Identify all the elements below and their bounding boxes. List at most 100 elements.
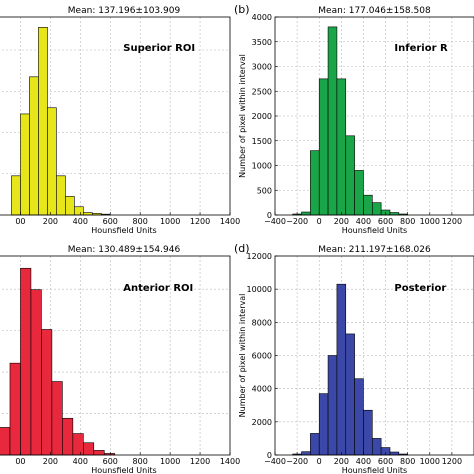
x-axis-label: Hounsfield Units <box>91 226 156 235</box>
x-tick-label: 1400 <box>220 457 240 466</box>
x-tick-label: 1000 <box>420 217 440 226</box>
x-axis-label: Hounsfield Units <box>342 226 407 235</box>
x-tick-label: 800 <box>133 217 148 226</box>
y-tick-label: 4000 <box>252 385 272 394</box>
histogram-bar <box>301 211 311 216</box>
histogram-panel-4: −400 −200 0 200 400 600 800 1000 120002000400060… <box>234 242 474 474</box>
x-tick-label: 400 <box>356 457 371 466</box>
histogram-bar <box>327 26 338 216</box>
y-tick-label: 1000 <box>252 162 272 171</box>
x-tick-label: 200 <box>43 217 58 226</box>
x-tick-label: 00 <box>15 457 25 466</box>
histogram-bar <box>65 196 75 216</box>
x-tick-label: 0 <box>317 217 322 226</box>
x-tick-label: 800 <box>400 457 415 466</box>
roi-annotation: Inferior R <box>394 43 448 54</box>
histogram-bar <box>336 78 347 216</box>
y-tick-label: 8000 <box>252 318 272 327</box>
x-tick-label: −400 <box>264 217 286 226</box>
x-tick-label: 1400 <box>220 217 240 226</box>
histogram-bar <box>56 175 66 216</box>
x-tick-label: 1200 <box>442 457 462 466</box>
x-tick-label: 600 <box>103 217 118 226</box>
histogram-bar <box>363 409 373 456</box>
x-tick-label: 400 <box>356 217 371 226</box>
panel-title: Mean: 137.196±103.909 <box>68 6 181 16</box>
histogram-bar <box>354 170 364 216</box>
y-tick-label: 500 <box>257 186 272 195</box>
histogram-bar <box>51 381 63 456</box>
histogram-bar <box>389 451 400 456</box>
y-tick-label: 10000 <box>247 285 272 294</box>
histogram-bar <box>74 206 84 216</box>
histogram-bar <box>371 202 382 216</box>
histogram-bar <box>93 450 105 456</box>
x-tick-label: 400 <box>73 217 88 226</box>
histogram-bar <box>29 76 39 216</box>
x-tick-label: 0 <box>317 457 322 466</box>
y-tick-label: 3000 <box>252 63 272 72</box>
x-tick-label: 200 <box>43 457 58 466</box>
x-tick-label: −200 <box>286 217 308 226</box>
roi-annotation: Posterior <box>394 283 446 294</box>
histogram-bar <box>327 355 338 456</box>
y-axis-label: Number of pixel within interval <box>238 294 247 418</box>
x-tick-label: 200 <box>334 217 349 226</box>
histogram-bar <box>345 333 355 456</box>
histogram-bar <box>30 289 42 456</box>
histogram-bar <box>41 329 53 456</box>
panel-title: Mean: 130.489±154.946 <box>68 245 181 255</box>
panel-letter: (d) <box>234 242 250 255</box>
histogram-bar <box>363 194 373 216</box>
x-axis-label: Hounsfield Units <box>91 466 156 474</box>
histogram-bar <box>83 442 95 456</box>
histogram-bar <box>318 78 329 216</box>
x-tick-label: 1200 <box>190 217 210 226</box>
histogram-bar <box>354 378 364 456</box>
x-tick-label: 600 <box>378 217 393 226</box>
y-tick-label: 1500 <box>252 137 272 146</box>
y-axis-label: Number of pixel within interval <box>238 54 247 178</box>
histogram-panel-2: −400 −200 0 200 400 600 800 1000 120005001000150… <box>234 3 474 235</box>
x-tick-label: 1200 <box>442 217 462 226</box>
y-tick-label: 0 <box>267 451 272 460</box>
histogram-bar <box>0 427 11 456</box>
histogram-bar <box>371 438 382 456</box>
histogram-bar <box>310 150 320 216</box>
histogram-bar <box>9 362 21 456</box>
histogram-bar <box>310 433 320 456</box>
plot-frame <box>0 255 231 456</box>
roi-annotation: Anterior ROI <box>123 283 193 294</box>
panel-title: Mean: 177.046±158.508 <box>318 6 431 16</box>
panel-title: Mean: 211.197±168.026 <box>318 245 431 255</box>
histogram-bar <box>336 283 347 456</box>
x-tick-label: 600 <box>103 457 118 466</box>
y-tick-label: 2500 <box>252 87 272 96</box>
x-tick-label: 600 <box>378 457 393 466</box>
histogram-bar <box>11 175 21 216</box>
x-axis-label: Hounsfield Units <box>342 466 407 474</box>
histogram-panel-3: 00 200 400 600 800 1000 1200 1400 Mean: 130.489±… <box>0 245 240 474</box>
histogram-bar <box>62 417 74 456</box>
x-tick-label: 200 <box>334 457 349 466</box>
x-tick-label: −400 <box>264 457 286 466</box>
x-tick-label: 00 <box>15 217 25 226</box>
histogram-bar <box>301 451 311 456</box>
histogram-bar <box>38 27 48 216</box>
y-tick-label: 0 <box>267 211 272 220</box>
histogram-bar <box>20 267 32 456</box>
histogram-bar <box>72 433 84 456</box>
y-tick-label: 3500 <box>252 38 272 47</box>
y-tick-label: 6000 <box>252 352 272 361</box>
x-tick-label: 1200 <box>190 457 210 466</box>
x-tick-label: 800 <box>400 217 415 226</box>
x-tick-label: 800 <box>133 457 148 466</box>
histogram-bar <box>318 393 329 456</box>
y-tick-label: 12000 <box>247 252 272 261</box>
histogram-bar <box>345 135 355 216</box>
panel-letter: (b) <box>234 3 250 16</box>
y-tick-label: 2000 <box>252 112 272 121</box>
y-tick-label: 2000 <box>252 418 272 427</box>
roi-annotation: Superior ROI <box>123 43 195 54</box>
